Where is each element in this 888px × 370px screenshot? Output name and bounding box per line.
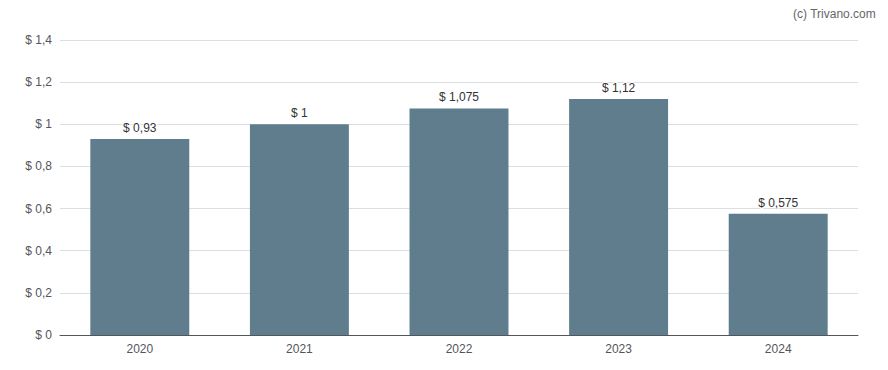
svg-text:$ 0,2: $ 0,2 (25, 286, 52, 300)
svg-text:$ 1,12: $ 1,12 (602, 81, 636, 95)
svg-text:2020: 2020 (126, 342, 153, 356)
svg-text:2023: 2023 (605, 342, 632, 356)
svg-text:$ 0,575: $ 0,575 (758, 196, 798, 210)
svg-text:$ 0,8: $ 0,8 (25, 159, 52, 173)
svg-text:2021: 2021 (286, 342, 313, 356)
svg-text:$ 1: $ 1 (35, 117, 52, 131)
svg-text:$ 0,4: $ 0,4 (25, 244, 52, 258)
svg-text:$ 1,4: $ 1,4 (25, 33, 52, 47)
svg-text:$ 1: $ 1 (291, 106, 308, 120)
svg-text:2022: 2022 (446, 342, 473, 356)
svg-text:$ 1,2: $ 1,2 (25, 75, 52, 89)
svg-text:(c) Trivano.com: (c) Trivano.com (793, 7, 876, 21)
svg-text:$ 0,6: $ 0,6 (25, 202, 52, 216)
svg-text:$ 0: $ 0 (35, 328, 52, 342)
svg-text:$ 1,075: $ 1,075 (439, 90, 479, 104)
svg-text:2024: 2024 (765, 342, 792, 356)
svg-text:$ 0,93: $ 0,93 (123, 121, 157, 135)
